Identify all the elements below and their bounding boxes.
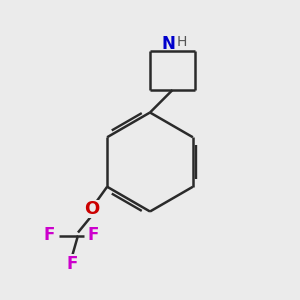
Text: F: F [66, 255, 78, 273]
Text: N: N [162, 35, 176, 53]
Text: F: F [44, 226, 55, 244]
Text: H: H [177, 35, 187, 49]
Text: O: O [84, 200, 99, 217]
Text: F: F [87, 226, 99, 244]
